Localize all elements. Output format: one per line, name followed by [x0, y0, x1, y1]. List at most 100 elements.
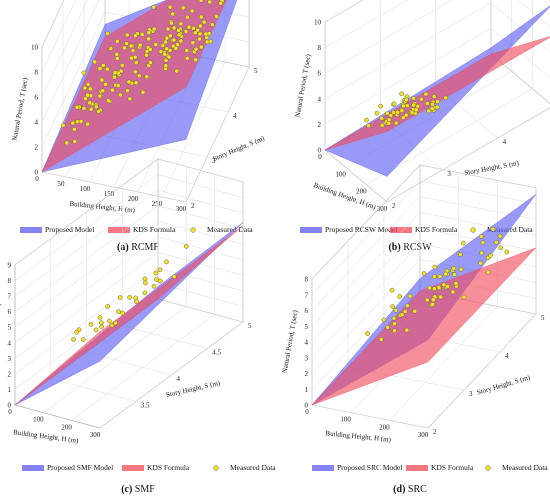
data-point [64, 140, 70, 146]
data-point [478, 234, 484, 239]
data-point [171, 274, 177, 280]
surfaces [324, 5, 550, 177]
x-tick-label: 100 [80, 185, 91, 193]
data-point [418, 96, 424, 102]
z-tick-label: 0 [8, 402, 12, 410]
grid-line [14, 283, 244, 390]
z-tick-label: 3 [8, 355, 12, 363]
grid-line [324, 28, 550, 125]
data-point [443, 95, 449, 101]
x-tick-label: 200 [61, 423, 72, 431]
x-tick-label: 300 [418, 431, 429, 439]
data-point [142, 276, 148, 282]
y-tick-label: 3 [447, 170, 451, 178]
data-point [105, 304, 111, 309]
z-tick-label: 8 [35, 69, 39, 77]
data-point [443, 271, 449, 277]
legend-swatch-proposed [22, 465, 44, 471]
data-point [432, 264, 438, 270]
data-point [117, 92, 123, 98]
data-point [137, 42, 143, 48]
data-point [146, 36, 151, 42]
data-point [401, 103, 406, 109]
data-point [450, 289, 456, 295]
x-tick-label: 200 [356, 188, 367, 196]
data-point [197, 36, 202, 42]
data-point [125, 88, 130, 94]
z-tick-label: 1 [305, 386, 309, 394]
z-tick-label: 2 [318, 121, 322, 129]
data-point [82, 85, 88, 91]
data-point [485, 269, 491, 275]
data-point [83, 96, 88, 101]
data-point [88, 322, 94, 327]
y-tick-label: 3 [469, 390, 473, 398]
panel-caption-letter: (d) [393, 484, 405, 495]
x-tick-label: 150 [104, 190, 115, 198]
data-point [479, 250, 484, 256]
data-point [407, 293, 413, 299]
data-point [180, 5, 186, 11]
data-point [171, 37, 177, 43]
data-point [130, 48, 136, 53]
x-axis-label: Building Height, H (m) [325, 429, 392, 443]
panel-caption: (d) SRC [393, 484, 427, 495]
grid-line [311, 243, 537, 358]
data-point [97, 66, 103, 71]
data-point [390, 304, 395, 309]
data-point [157, 278, 163, 284]
grid-line [311, 180, 537, 295]
data-point [164, 46, 169, 52]
data-point [153, 42, 159, 47]
axes-box [14, 158, 244, 429]
legend-label: Measured Data [502, 463, 548, 472]
data-point [136, 73, 142, 79]
data-point [100, 63, 106, 68]
data-point [494, 240, 499, 245]
data-point [92, 59, 98, 65]
data-point [453, 281, 459, 286]
y-tick-label: 4.5 [212, 349, 221, 357]
data-point [107, 318, 112, 324]
data-point [191, 25, 196, 31]
data-point [203, 31, 209, 37]
x-tick-label: 0 [305, 408, 309, 416]
chart-panel-src: 0 100 200 300 2 3 4 5 0 1 2 3 4 5 6 7 8 Building Height, … [281, 164, 548, 495]
data-point [409, 110, 415, 115]
kds-formula-surface [311, 247, 537, 406]
data-point [421, 271, 427, 276]
data-point [151, 4, 157, 10]
y-tick-label: 3.5 [141, 402, 150, 410]
z-tick-label: 4 [8, 339, 12, 347]
data-point [139, 32, 145, 37]
grid-line [324, 0, 550, 48]
data-point [403, 112, 409, 118]
data-point [112, 74, 117, 80]
data-point [97, 315, 103, 320]
x-tick-label: 100 [340, 416, 351, 424]
grid-line [311, 196, 537, 311]
data-point [127, 96, 133, 102]
data-point [98, 320, 104, 326]
y-tick-label: 4 [233, 112, 237, 120]
z-tick-label: 8 [318, 44, 322, 52]
data-point [132, 54, 138, 60]
data-point [424, 297, 430, 303]
data-point [167, 33, 173, 39]
data-point [178, 21, 184, 27]
data-point [399, 312, 405, 318]
kds-formula-surface [14, 225, 244, 406]
data-point [457, 252, 463, 257]
data-point [480, 240, 486, 246]
x-tick-label: 300 [377, 205, 388, 213]
legend-label: KDS Formula [431, 463, 474, 472]
data-point [74, 329, 80, 335]
data-point [478, 260, 484, 266]
data-point [133, 295, 138, 301]
grid-line [311, 164, 537, 280]
data-point [122, 45, 127, 51]
data-point [427, 285, 433, 291]
data-point [176, 32, 182, 38]
data-point [411, 102, 417, 108]
data-point [166, 54, 172, 60]
